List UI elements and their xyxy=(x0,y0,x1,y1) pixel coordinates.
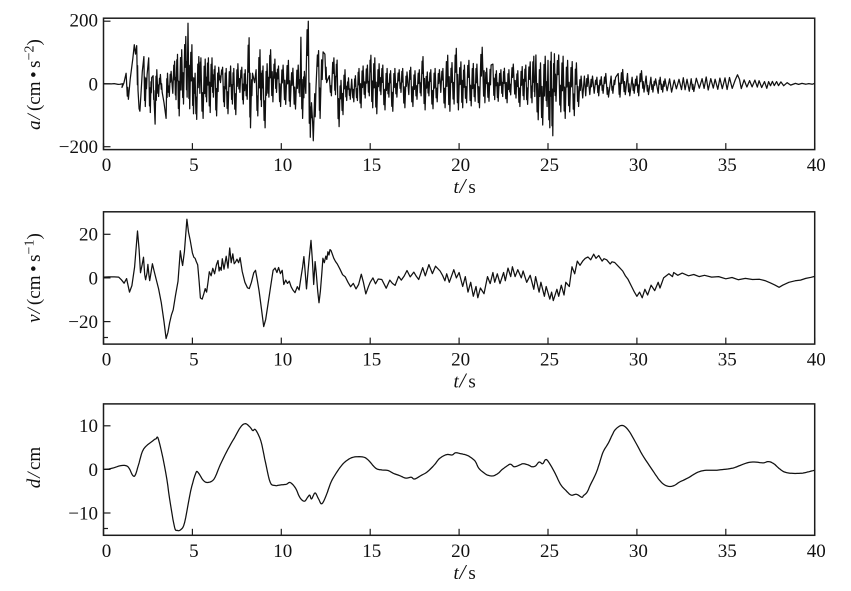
svg-text:35: 35 xyxy=(718,155,737,176)
svg-text:10: 10 xyxy=(273,350,292,371)
svg-text:a/(cm•s−2): a/(cm•s−2) xyxy=(23,39,46,130)
svg-text:40: 40 xyxy=(807,155,826,176)
svg-text:25: 25 xyxy=(540,155,559,176)
svg-text:0: 0 xyxy=(89,74,99,95)
svg-text:200: 200 xyxy=(70,10,99,31)
svg-text:25: 25 xyxy=(540,541,559,562)
svg-text:0: 0 xyxy=(102,350,112,371)
svg-text:t/s: t/s xyxy=(453,174,475,198)
svg-text:0: 0 xyxy=(102,155,112,176)
svg-text:t/s: t/s xyxy=(453,560,475,584)
svg-text:40: 40 xyxy=(807,350,826,371)
svg-text:15: 15 xyxy=(362,350,381,371)
svg-text:35: 35 xyxy=(718,350,737,371)
svg-text:−20: −20 xyxy=(68,312,98,333)
svg-text:10: 10 xyxy=(273,541,292,562)
svg-text:20: 20 xyxy=(79,225,98,246)
svg-text:30: 30 xyxy=(629,541,648,562)
svg-text:20: 20 xyxy=(451,541,470,562)
svg-text:0: 0 xyxy=(102,541,112,562)
svg-text:d/cm: d/cm xyxy=(24,447,45,489)
svg-text:20: 20 xyxy=(451,350,470,371)
svg-text:5: 5 xyxy=(189,350,199,371)
svg-text:5: 5 xyxy=(189,155,199,176)
svg-text:10: 10 xyxy=(79,416,98,437)
svg-text:25: 25 xyxy=(540,350,559,371)
svg-text:t/s: t/s xyxy=(453,369,475,393)
svg-text:0: 0 xyxy=(89,268,99,289)
svg-text:v/(cm•s−1): v/(cm•s−1) xyxy=(23,233,46,323)
svg-text:15: 15 xyxy=(362,155,381,176)
svg-text:10: 10 xyxy=(273,155,292,176)
svg-text:0: 0 xyxy=(89,460,99,481)
svg-text:5: 5 xyxy=(189,541,199,562)
svg-text:35: 35 xyxy=(718,541,737,562)
svg-text:−10: −10 xyxy=(68,503,98,524)
svg-text:40: 40 xyxy=(807,541,826,562)
svg-text:20: 20 xyxy=(451,155,470,176)
svg-text:30: 30 xyxy=(629,350,648,371)
svg-text:−200: −200 xyxy=(59,137,98,158)
svg-text:15: 15 xyxy=(362,541,381,562)
svg-text:30: 30 xyxy=(629,155,648,176)
